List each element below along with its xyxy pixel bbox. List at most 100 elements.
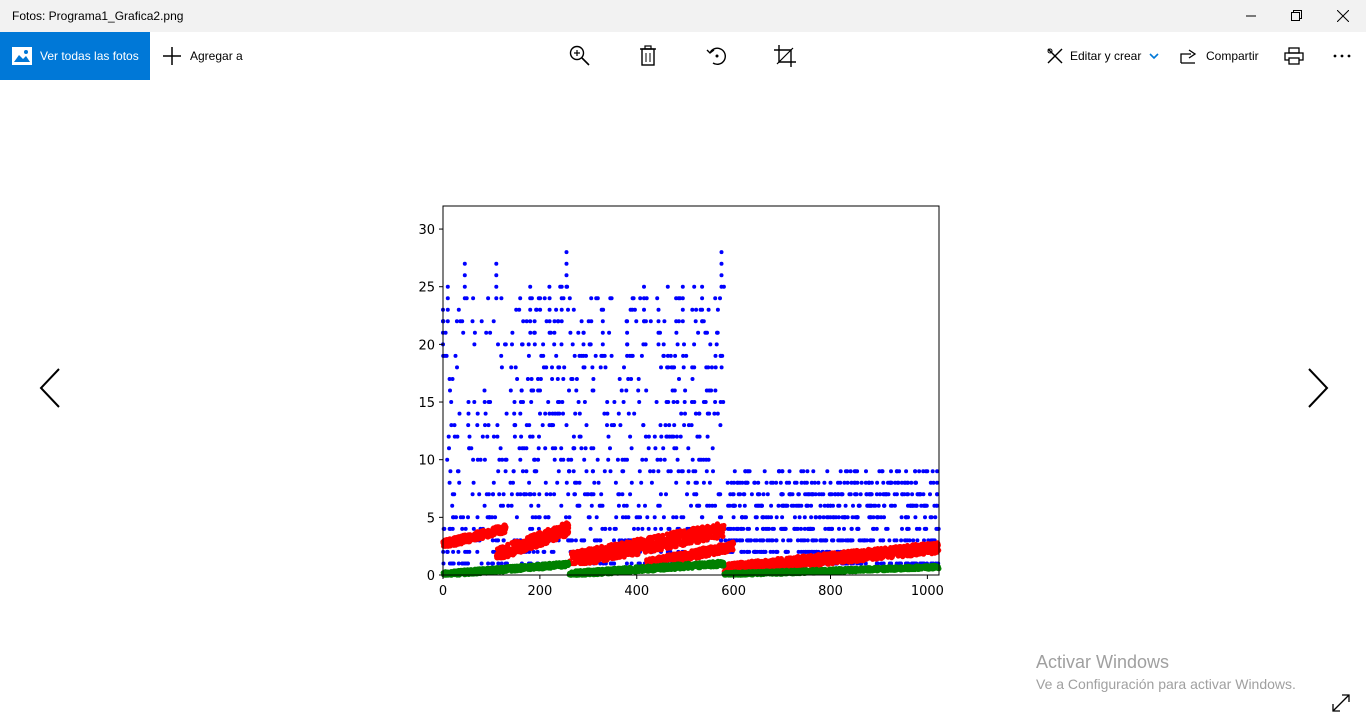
data-point (655, 457, 660, 462)
data-point (607, 526, 612, 531)
data-point (783, 557, 789, 564)
data-point (845, 469, 850, 474)
data-point (535, 561, 541, 568)
data-point (765, 538, 770, 543)
data-point (671, 365, 675, 370)
data-point (629, 480, 634, 485)
data-point (460, 561, 465, 566)
data-point (931, 480, 936, 485)
data-point (813, 492, 818, 497)
data-point (823, 538, 828, 543)
data-point (654, 400, 659, 404)
data-point (512, 539, 518, 545)
data-point (787, 480, 792, 485)
data-point (567, 515, 572, 520)
data-point (552, 492, 557, 497)
data-point (628, 434, 633, 439)
data-point (491, 434, 496, 439)
data-point (674, 480, 679, 485)
chevron-right-icon (1308, 368, 1329, 408)
data-point (879, 515, 884, 520)
data-point (917, 526, 922, 531)
view-all-photos-button[interactable]: Ver todas las fotos (0, 32, 150, 80)
minimize-button[interactable] (1228, 0, 1274, 32)
data-point (676, 469, 681, 474)
data-point (780, 492, 785, 497)
data-point (486, 561, 491, 566)
data-point (571, 434, 576, 439)
data-point (536, 296, 541, 301)
edit-create-label: Editar y crear (1070, 49, 1142, 63)
data-point (736, 480, 740, 485)
delete-button[interactable] (628, 32, 668, 80)
data-point (589, 319, 594, 324)
close-button[interactable] (1320, 0, 1366, 32)
data-point (705, 411, 710, 416)
data-point (668, 532, 675, 538)
data-point (901, 543, 907, 549)
data-point (536, 377, 540, 381)
data-point (480, 434, 485, 439)
data-point (450, 503, 455, 508)
data-point (652, 515, 657, 520)
data-point (582, 400, 587, 404)
more-button[interactable] (1322, 32, 1362, 80)
title-bar: Fotos: Programa1_Grafica2.png (0, 0, 1366, 32)
data-point (634, 319, 639, 324)
data-point (559, 284, 564, 289)
restore-button[interactable] (1274, 0, 1320, 32)
data-point (566, 522, 572, 528)
data-point (463, 561, 468, 566)
data-point (482, 388, 487, 393)
data-point (686, 469, 691, 474)
data-point (634, 540, 640, 546)
data-point (728, 492, 733, 497)
data-point (791, 503, 796, 508)
data-point (716, 547, 722, 553)
share-button[interactable]: Compartir (1180, 32, 1259, 80)
data-point (547, 296, 552, 301)
data-point (656, 319, 661, 324)
data-point (584, 423, 589, 428)
data-point (706, 365, 711, 370)
data-point (533, 515, 538, 520)
add-to-button[interactable]: Agregar a (162, 32, 243, 80)
previous-photo-button[interactable] (30, 360, 70, 416)
data-point (780, 503, 785, 508)
data-point (923, 503, 928, 508)
data-point (922, 538, 926, 543)
data-point (875, 480, 880, 485)
data-point (603, 526, 608, 531)
data-point (737, 503, 742, 508)
data-point (619, 388, 624, 393)
print-button[interactable] (1274, 32, 1314, 80)
edit-create-button[interactable]: Editar y crear (1046, 32, 1159, 80)
data-point (727, 503, 732, 508)
data-point (827, 552, 833, 558)
data-point (450, 377, 455, 381)
data-point (606, 434, 611, 439)
next-photo-button[interactable] (1298, 360, 1338, 416)
data-point (928, 492, 932, 497)
rotate-button[interactable] (697, 32, 737, 80)
data-point (600, 503, 605, 508)
data-point (710, 446, 715, 451)
data-point (597, 503, 602, 508)
data-point (818, 503, 823, 508)
data-point (466, 423, 471, 428)
data-point (617, 492, 622, 497)
data-point (882, 503, 887, 508)
data-point (520, 342, 524, 347)
data-point (878, 492, 882, 497)
data-point (547, 284, 552, 289)
data-point (709, 365, 714, 370)
data-point (515, 492, 520, 497)
zoom-button[interactable] (560, 32, 600, 80)
data-point (499, 296, 504, 301)
data-point (608, 446, 612, 451)
crop-button[interactable] (765, 32, 805, 80)
data-point (717, 515, 722, 520)
data-point (534, 307, 539, 312)
data-point (478, 457, 483, 462)
data-point (471, 526, 476, 531)
